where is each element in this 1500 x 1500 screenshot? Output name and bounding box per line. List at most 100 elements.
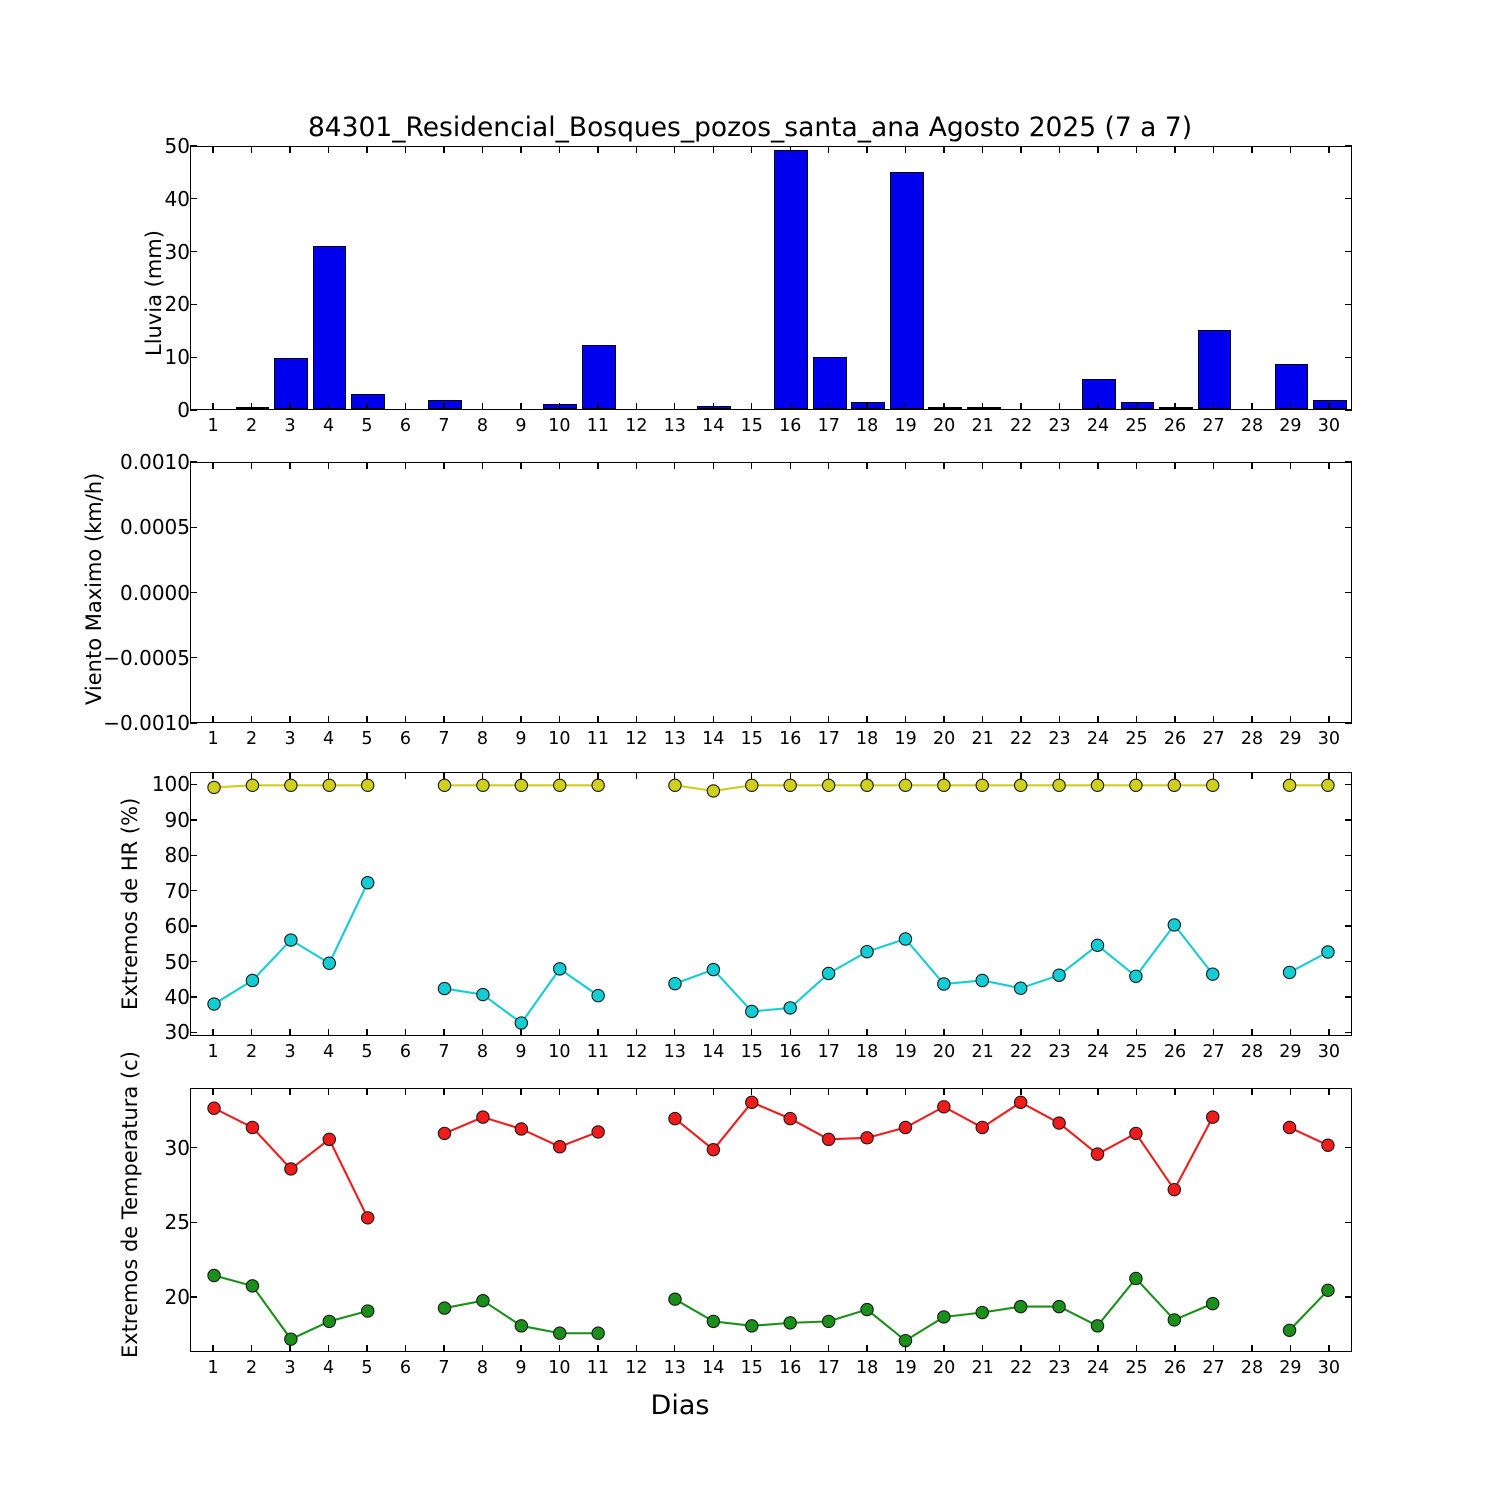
hr-marker: [783, 778, 797, 793]
wind-x-tick-label: 22: [1009, 729, 1033, 749]
temp-marker: [476, 1293, 490, 1308]
rain-x-tick-mark: [289, 146, 291, 153]
rain-bar: [235, 406, 270, 409]
rain-bar: [1274, 364, 1309, 409]
hr-x-tick-mark: [250, 772, 253, 779]
wind-x-tick-mark: [1328, 462, 1330, 469]
temp-y-tick-mark: [1345, 1221, 1352, 1223]
rain-bar: [312, 246, 347, 409]
rain-x-tick-mark: [751, 146, 753, 153]
panel-extremos-hr: [190, 772, 1352, 1036]
wind-x-tick-mark: [674, 462, 676, 469]
hr-marker: [1052, 968, 1066, 982]
rain-x-tick-mark: [1058, 146, 1061, 153]
hr-y-tick-mark: [190, 819, 197, 821]
temp-marker: [1321, 1138, 1335, 1152]
rain-x-tick-label: 15: [740, 416, 763, 436]
temp-line: [674, 1101, 1214, 1192]
hr-x-tick-label: 11: [586, 1042, 609, 1062]
temp-marker: [360, 1304, 375, 1318]
wind-x-tick-mark: [751, 716, 753, 723]
temp-x-tick-mark: [943, 1088, 945, 1095]
hr-y-tick-mark: [1345, 1031, 1352, 1034]
temp-x-tick-mark: [289, 1088, 291, 1095]
temp-x-tick-mark: [1058, 1345, 1061, 1352]
rain-y-tick-mark: [1345, 250, 1352, 253]
hr-marker: [898, 778, 913, 793]
wind-x-tick-mark: [712, 716, 714, 723]
rain-y-tick-mark: [190, 145, 197, 147]
hr-x-tick-mark: [635, 772, 638, 779]
wind-x-tick-mark: [366, 462, 368, 469]
wind-x-tick-mark: [558, 462, 561, 469]
temp-marker: [821, 1132, 836, 1147]
temp-marker: [284, 1162, 298, 1176]
hr-x-tick-mark: [1135, 772, 1138, 779]
wind-x-tick-label: 26: [1163, 729, 1187, 749]
temp-marker: [1013, 1095, 1028, 1110]
hr-marker: [322, 778, 337, 793]
hr-x-tick-mark: [597, 772, 599, 779]
rain-bar: [1082, 378, 1116, 409]
x-axis-label: Dias: [650, 1390, 710, 1421]
hr-x-tick-label: 1: [207, 1042, 219, 1062]
hr-marker: [360, 876, 375, 890]
temp-x-tick-label: 4: [322, 1358, 335, 1378]
rain-x-tick-mark: [1289, 403, 1292, 410]
rain-x-tick-label: 3: [284, 416, 296, 436]
rain-x-tick-mark: [558, 403, 561, 410]
hr-marker: [1205, 967, 1220, 981]
hr-y-tick-mark: [1345, 854, 1352, 856]
temperatura-y-label: Extremos de Temperatura (c): [118, 1051, 142, 1358]
hr-y-tick-label: 30: [164, 1020, 190, 1045]
temp-x-tick-mark: [366, 1345, 368, 1352]
temp-x-tick-mark: [943, 1345, 945, 1352]
temp-y-tick-label: 20: [164, 1284, 190, 1309]
rain-x-tick-label: 19: [894, 416, 917, 436]
hr-x-tick-mark: [1020, 1029, 1022, 1036]
temp-x-tick-label: 14: [702, 1358, 725, 1378]
wind-x-tick-label: 7: [438, 729, 450, 749]
rain-bar: [812, 356, 847, 409]
temp-x-tick-mark: [1174, 1088, 1176, 1095]
hr-x-tick-mark: [981, 1029, 984, 1036]
wind-x-tick-mark: [1251, 716, 1253, 723]
hr-x-tick-label: 22: [1009, 1042, 1033, 1062]
hr-x-tick-mark: [674, 772, 676, 779]
hr-x-tick-mark: [712, 1029, 714, 1036]
panel-extremos-temperatura: [190, 1088, 1352, 1352]
hr-marker: [1321, 945, 1335, 959]
rain-x-tick-label: 24: [1086, 416, 1110, 436]
temp-marker: [514, 1319, 529, 1333]
wind-x-tick-mark: [1097, 716, 1099, 723]
temp-marker: [937, 1100, 951, 1114]
rain-x-tick-label: 1: [207, 416, 219, 436]
hr-y-tick-mark: [1345, 819, 1352, 821]
wind-x-tick-mark: [1212, 462, 1215, 469]
hr-y-tick-mark: [190, 890, 197, 892]
rain-x-tick-mark: [597, 403, 599, 410]
temp-x-tick-label: 30: [1317, 1358, 1341, 1378]
hr-marker: [437, 981, 452, 996]
temp-x-tick-mark: [904, 1088, 907, 1095]
wind-x-tick-mark: [789, 462, 791, 469]
hr-marker: [745, 778, 759, 793]
hr-x-tick-mark: [289, 1029, 291, 1036]
hr-x-tick-mark: [751, 1029, 753, 1036]
temp-x-tick-mark: [1289, 1345, 1292, 1352]
temp-x-tick-mark: [866, 1345, 868, 1352]
wind-x-tick-mark: [1174, 462, 1176, 469]
hr-x-tick-mark: [1289, 1029, 1292, 1036]
temp-x-tick-mark: [289, 1345, 291, 1352]
rain-x-tick-mark: [520, 146, 522, 153]
wind-x-tick-label: 12: [625, 729, 648, 749]
rain-x-tick-label: 10: [548, 416, 571, 436]
hr-x-tick-mark: [327, 1029, 330, 1036]
temp-x-tick-mark: [789, 1088, 791, 1095]
hr-x-tick-mark: [481, 1029, 484, 1036]
hr-marker: [1013, 981, 1028, 995]
wind-y-tick-label: 0.0010: [120, 450, 190, 474]
hr-marker: [668, 976, 682, 991]
rain-x-tick-label: 16: [779, 416, 802, 436]
